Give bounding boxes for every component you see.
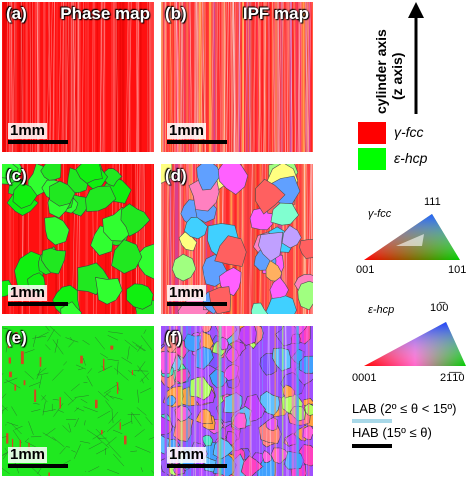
scale-bar (8, 464, 68, 468)
panel-title: Phase map (60, 4, 150, 23)
ipf-key-hcp-right: 21̅1̅0 (440, 372, 465, 384)
ipf-key-fcc-left: 001 (356, 264, 375, 276)
scale-label: 1mm (167, 446, 207, 463)
panel-c: (c) 1mm (2, 164, 154, 314)
ipf-key-hcp-title: ε-hcp (368, 304, 395, 316)
scale-label: 1mm (8, 446, 48, 463)
legend-swatch-fcc (358, 122, 386, 144)
panel-label: (c) (6, 166, 27, 185)
scale-bar (8, 302, 68, 306)
scale-bar (167, 140, 227, 144)
scale-label: 1mm (167, 122, 207, 139)
panel-label: (a) (6, 4, 27, 23)
legend-swatch-hcp (358, 148, 386, 170)
panel-label: (f) (165, 328, 182, 347)
panel-b: (b) IPF map 1mm (161, 2, 313, 152)
phase-map-c (2, 164, 154, 314)
ipf-key-hcp-top: 10̅0 (430, 302, 449, 314)
ipf-key-fcc-top: 111 (424, 196, 441, 208)
hab-line (352, 444, 392, 448)
panel-label: (d) (165, 166, 187, 185)
axis-label-line1: cylinder axis (373, 29, 389, 114)
panel-f: (f) 1mm (161, 326, 313, 476)
scale-label: 1mm (8, 122, 48, 139)
legend-label-fcc: γ-fcc (394, 124, 424, 140)
ipf-key-fcc-right: 101 (448, 264, 467, 276)
scale-bar (167, 464, 227, 468)
panel-label: (b) (165, 4, 187, 23)
ipf-key-fcc-title: γ-fcc (368, 208, 392, 220)
scale-label: 1mm (167, 284, 207, 301)
cylinder-axis-arrow: cylinder axis (z axis) (373, 2, 424, 114)
scale-label: 1mm (8, 284, 48, 301)
panel-e: (e) 1mm (2, 326, 154, 476)
axis-label-line2: (z axis) (389, 53, 405, 100)
lab-label: LAB (2º ≤ θ < 15º) (352, 401, 457, 416)
panel-a: (a) Phase map 1mm (2, 2, 154, 152)
ipf-key-hcp-left: 0001 (352, 372, 377, 384)
scale-bar (167, 302, 227, 306)
phase-map-a (2, 2, 154, 152)
ipf-key-fcc-triangle (364, 214, 460, 260)
hab-label: HAB (15º ≤ θ) (352, 425, 432, 440)
panel-title: IPF map (242, 4, 309, 23)
lab-line (352, 419, 392, 423)
ipf-key-hcp-triangle (364, 322, 466, 366)
panel-label: (e) (6, 328, 27, 347)
scale-bar (8, 140, 68, 144)
panel-d: (d) 1mm (161, 164, 313, 314)
legend-label-hcp: ε-hcp (394, 150, 428, 166)
